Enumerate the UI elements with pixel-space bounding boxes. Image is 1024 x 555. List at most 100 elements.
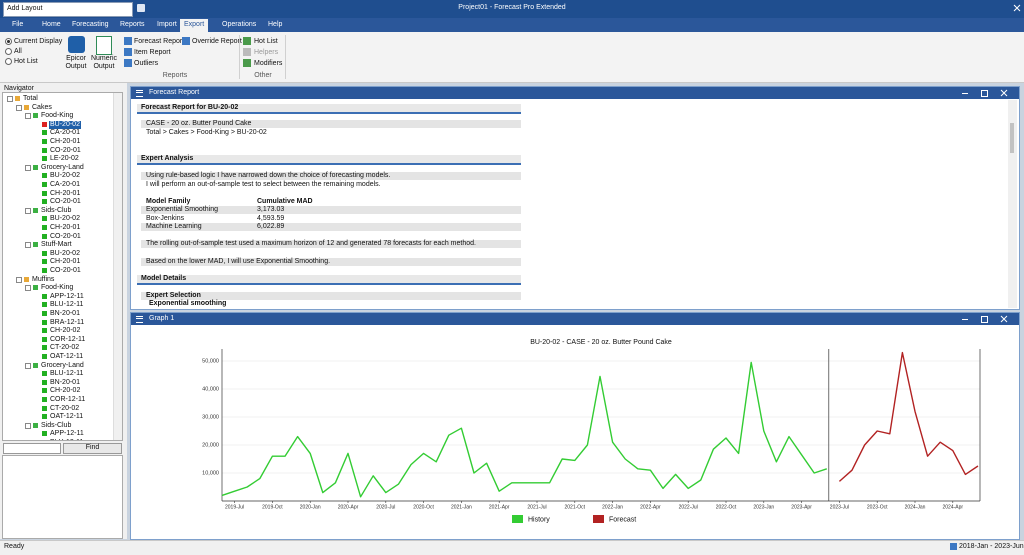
tree-item[interactable]: BRA-12-11 — [50, 318, 85, 326]
radio-label[interactable]: Hot List — [14, 58, 38, 65]
tree-item[interactable]: BLU-12-11 — [50, 370, 84, 378]
tree-icon — [42, 311, 47, 316]
tree-item[interactable]: CO-20-01 — [50, 267, 81, 274]
expander[interactable] — [25, 242, 31, 249]
ribbon-tab[interactable]: Export — [180, 19, 209, 33]
tree-item[interactable]: Food-King — [41, 284, 74, 292]
ribbon-tab[interactable]: Help — [268, 21, 283, 28]
window-title: Forecast Report — [149, 89, 200, 96]
close-button[interactable] — [999, 314, 1009, 324]
maximize-button[interactable] — [981, 90, 988, 97]
menu-icon[interactable] — [136, 316, 143, 323]
tree-icon — [42, 216, 47, 222]
tree-item[interactable]: Grocery-Land — [41, 163, 84, 171]
close-button[interactable] — [999, 88, 1009, 98]
other-button[interactable]: Modifiers — [254, 60, 283, 67]
expander[interactable] — [7, 96, 13, 102]
tree-item[interactable]: Muffins — [32, 275, 55, 283]
radio[interactable] — [5, 58, 12, 65]
window-header — [131, 313, 1019, 325]
tree-item[interactable]: CH-20-01 — [50, 224, 81, 231]
maximize-button[interactable] — [981, 316, 988, 323]
close-button[interactable] — [1012, 2, 1022, 14]
tree-item[interactable]: CH-20-01 — [50, 258, 81, 266]
report-line: Forecast Report for BU-20-02 — [137, 104, 521, 114]
tree-icon — [42, 199, 47, 205]
tree-item[interactable]: CH-20-01 — [50, 138, 81, 145]
menu-icon[interactable] — [136, 90, 143, 97]
tree-item[interactable]: LE-20-02 — [50, 155, 79, 163]
tree-item[interactable]: APP-12-11 — [50, 292, 84, 300]
radio[interactable] — [5, 38, 12, 45]
expander[interactable] — [25, 113, 31, 120]
tree-icon — [42, 139, 47, 144]
tree-item[interactable]: BN-20-01 — [50, 378, 80, 386]
expander[interactable] — [25, 285, 31, 292]
title-bar — [0, 0, 1024, 18]
tree-item[interactable]: Sids-Club — [41, 206, 72, 214]
tree-item[interactable]: BU-20-02 — [50, 172, 80, 180]
output-button[interactable]: Epicor Output — [65, 55, 87, 71]
report-button[interactable]: Item Report — [134, 49, 171, 56]
tree-item[interactable]: BU-20-02 — [50, 249, 80, 257]
radio-label[interactable]: Current Display — [14, 38, 63, 45]
ribbon-tab[interactable]: Operations — [222, 21, 257, 28]
ribbon-tab[interactable]: Reports — [120, 21, 145, 28]
tree-item[interactable]: BU-20-02 — [50, 215, 80, 223]
icon — [124, 59, 132, 67]
override-button[interactable]: Override Report — [192, 38, 242, 45]
tree-item[interactable]: CA-20-01 — [50, 181, 80, 188]
tree-item[interactable]: BLU-12-11 — [50, 301, 84, 309]
expander[interactable] — [25, 422, 31, 429]
output-button[interactable]: Numeric Output — [90, 55, 118, 71]
find-button[interactable]: Find — [63, 443, 122, 454]
ribbon-tab[interactable]: File — [12, 21, 24, 28]
expander[interactable] — [25, 164, 31, 171]
expander[interactable] — [25, 207, 31, 214]
tree-item[interactable]: CT-20-02 — [50, 344, 80, 352]
radio-label[interactable]: All — [14, 48, 22, 55]
tree-item[interactable]: Grocery-Land — [41, 361, 84, 369]
minimize-button[interactable] — [962, 93, 968, 94]
tree-item[interactable]: BU-20-02 — [49, 120, 81, 129]
ribbon-tab[interactable]: Forecasting — [72, 21, 109, 28]
expander[interactable] — [25, 362, 31, 369]
tree-icon — [42, 233, 47, 239]
find-input[interactable] — [3, 443, 61, 454]
tree-item[interactable]: Total — [23, 95, 38, 102]
menu-icon-mid — [136, 318, 143, 319]
tree-item[interactable]: CO-20-01 — [50, 146, 81, 154]
tree-item[interactable]: CH-20-02 — [50, 327, 81, 335]
tree-item[interactable]: BLU-12-11 — [49, 439, 84, 440]
tree-item[interactable]: CH-20-01 — [50, 189, 81, 197]
tree-item[interactable]: OAT-12-11 — [50, 413, 84, 421]
report-button[interactable]: Outliers — [134, 60, 159, 67]
report-button[interactable]: Forecast Report — [134, 38, 185, 45]
tree-item[interactable]: Cakes — [32, 103, 52, 111]
report-line: Model Details — [137, 275, 521, 285]
tree-item[interactable]: COR-12-11 — [50, 335, 86, 343]
tree-item[interactable]: CO-20-01 — [50, 198, 81, 206]
minimize-button[interactable] — [962, 319, 968, 320]
tree-item[interactable]: CH-20-02 — [50, 387, 81, 395]
tree-item[interactable]: CO-20-01 — [50, 232, 81, 240]
tree-item[interactable]: CA-20-01 — [50, 129, 80, 137]
tree-item[interactable]: APP-12-11 — [50, 430, 84, 438]
tree-item[interactable]: CT-20-02 — [50, 404, 80, 412]
ribbon-tab[interactable]: Home — [42, 21, 61, 28]
radio[interactable] — [5, 48, 12, 55]
other-button[interactable]: Hot List — [254, 38, 278, 45]
expander[interactable] — [16, 276, 22, 283]
layout-dropdown[interactable]: Add Layout — [3, 2, 133, 17]
other-button[interactable]: Helpers — [254, 49, 279, 56]
ribbon-tab[interactable]: Import — [157, 21, 177, 28]
tree-item[interactable]: Stuff-Mart — [41, 241, 72, 249]
tree-item[interactable]: BN-20-01 — [50, 310, 80, 317]
tree-item[interactable]: Food-King — [41, 112, 74, 120]
tree-item[interactable]: Sids-Club — [41, 421, 72, 429]
expander[interactable] — [16, 104, 22, 111]
tree-item[interactable]: COR-12-11 — [50, 396, 86, 403]
tree-item[interactable]: OAT-12-11 — [50, 353, 84, 360]
tree-icon — [24, 104, 29, 110]
tree-icon — [42, 190, 47, 196]
